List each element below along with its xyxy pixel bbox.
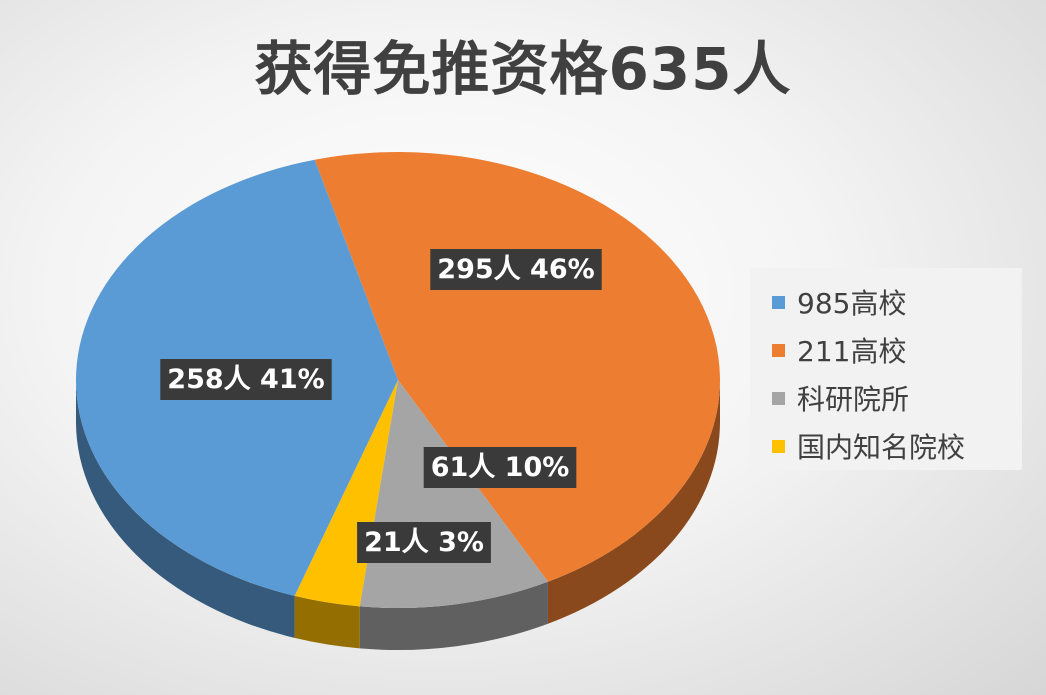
pie-side-1: [547, 380, 720, 624]
legend-swatch-211: [772, 343, 785, 357]
pie-slice-1: [314, 151, 721, 582]
legend-label-domestic: 国内知名院校: [797, 431, 966, 464]
legend-label-research: 科研院所: [797, 383, 910, 416]
pie-side-0: [76, 380, 295, 638]
data-label-research-text: 61人 10%: [431, 452, 570, 483]
pie-side-3: [294, 595, 360, 649]
legend-item-research: 科研院所: [772, 374, 1022, 422]
legend-item-985: 985高校: [772, 278, 1022, 326]
data-label-research: 61人 10%: [423, 447, 577, 488]
pie-slice-3: [294, 380, 398, 607]
legend-swatch-domestic: [772, 439, 785, 453]
data-label-211-text: 295人 46%: [437, 254, 594, 285]
legend-label-211: 211高校: [797, 335, 907, 368]
legend-label-985: 985高校: [797, 287, 907, 320]
chart-legend: 985高校 211高校 科研院所 国内知名院校: [750, 268, 1022, 470]
legend-item-domestic: 国内知名院校: [772, 422, 1022, 470]
legend-swatch-985: [772, 295, 785, 309]
legend-swatch-research: [772, 391, 785, 405]
data-label-985-text: 258人 41%: [167, 364, 324, 395]
data-label-211: 295人 46%: [430, 249, 602, 290]
pie-side-2: [359, 581, 548, 650]
chart-title: 获得免推资格635人: [254, 35, 792, 103]
data-label-985: 258人 41%: [160, 359, 332, 400]
data-label-domestic-text: 21人 3%: [364, 527, 484, 558]
legend-item-211: 211高校: [772, 326, 1022, 374]
data-label-domestic: 21人 3%: [357, 522, 491, 563]
